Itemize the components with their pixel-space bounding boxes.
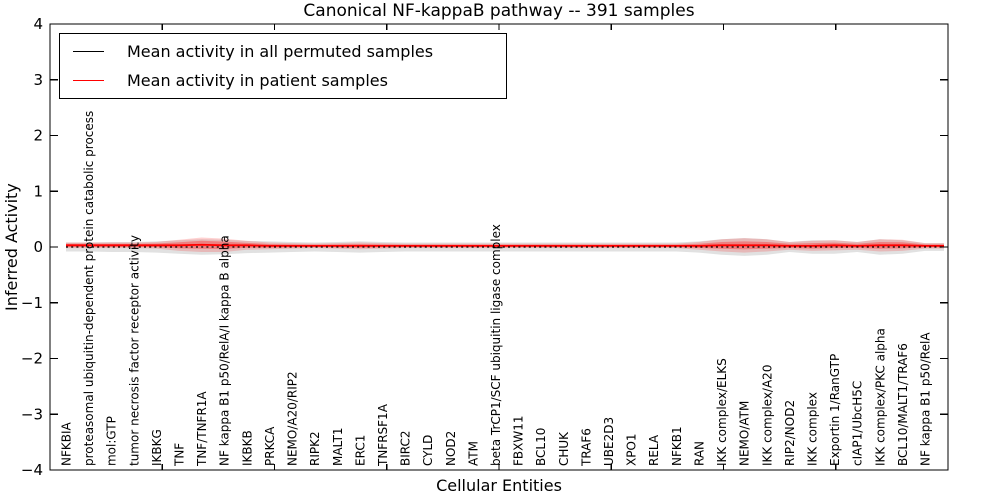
y-tick-label: −1 (21, 294, 43, 312)
x-tick-label: TNFRSF1A (376, 403, 390, 467)
legend: Mean activity in all permuted samples Me… (59, 33, 507, 99)
y-tick-label: 0 (33, 238, 43, 256)
band (66, 238, 944, 256)
x-tick-label: BCL10 (534, 428, 548, 466)
x-tick-label: IKBKB (240, 430, 254, 466)
x-tick-label: NF kappa B1 p50/RelA/I kappa B alpha (218, 235, 232, 466)
x-tick-label: ATM (466, 441, 480, 466)
y-axis-label: Inferred Activity (2, 183, 21, 311)
x-tick-label: UBE2D3 (602, 417, 616, 466)
y-tick-label: 1 (33, 182, 43, 200)
x-tick-label: NOD2 (444, 431, 458, 466)
x-tick-label: TNF (173, 443, 187, 467)
x-tick-label: RAN (692, 441, 706, 466)
legend-item-permuted: Mean activity in all permuted samples (60, 42, 506, 61)
x-tick-label: IKK complex/PKC alpha (873, 328, 887, 466)
x-tick-label: Exportin 1/RanGTP (828, 354, 842, 466)
y-tick-label: −2 (21, 350, 43, 368)
x-tick-label: proteasomal ubiquitin-dependent protein … (82, 111, 96, 466)
mean-line (66, 243, 944, 247)
y-tick-label: 3 (33, 71, 43, 89)
x-tick-label: NEMO/ATM (738, 401, 752, 466)
x-tick-label: beta TrCP1/SCF ubiquitin ligase complex (489, 224, 503, 466)
x-tick-label: XPO1 (625, 433, 639, 466)
legend-line-sample-red (73, 80, 104, 81)
x-tick-label: mol:GTP (105, 416, 119, 466)
x-tick-label: IKK complex/ELKS (715, 358, 729, 466)
legend-line-sample-black (73, 51, 104, 52)
x-tick-label: RELA (647, 434, 661, 466)
x-tick-label: NFKB1 (670, 426, 684, 466)
x-tick-label: NF kappa B1 p50/RelA (919, 332, 933, 466)
x-tick-label: NEMO/A20/RIP2 (286, 371, 300, 466)
x-tick-label: CYLD (421, 435, 435, 466)
x-tick-label: NFKBIA (60, 421, 74, 466)
y-tick-label: 4 (33, 15, 43, 33)
x-tick-label: IKK complex (805, 392, 819, 466)
x-axis-label: Cellular Entities (436, 476, 562, 495)
legend-label: Mean activity in patient samples (127, 71, 388, 90)
y-tick-label: 2 (33, 127, 43, 145)
x-tick-label: tumor necrosis factor receptor activity (127, 235, 141, 466)
legend-label: Mean activity in all permuted samples (127, 42, 434, 61)
x-tick-label: BCL10/MALT1/TRAF6 (896, 343, 910, 466)
x-tick-label: BIRC2 (399, 430, 413, 466)
y-tick-label: −4 (21, 461, 43, 479)
x-tick-label: IKK complex/A20 (760, 365, 774, 466)
x-tick-label: CHUK (557, 431, 571, 466)
x-tick-label: ERC1 (353, 435, 367, 466)
x-tick-label: TNF/TNFR1A (195, 391, 209, 467)
x-tick-label: MALT1 (331, 427, 345, 466)
x-tick-label: PRKCA (263, 426, 277, 466)
x-tick-label: IKBKG (150, 429, 164, 466)
x-tick-label: RIPK2 (308, 431, 322, 466)
x-tick-label: FBXW11 (512, 416, 526, 467)
chart-title: Canonical NF-kappaB pathway -- 391 sampl… (303, 1, 695, 21)
x-tick-label: TRAF6 (579, 428, 593, 467)
y-tick-label: −3 (21, 405, 43, 423)
x-tick-label: RIP2/NOD2 (783, 400, 797, 466)
x-tick-label: cIAP1/UbcH5C (851, 381, 865, 466)
legend-item-patient: Mean activity in patient samples (60, 71, 506, 90)
